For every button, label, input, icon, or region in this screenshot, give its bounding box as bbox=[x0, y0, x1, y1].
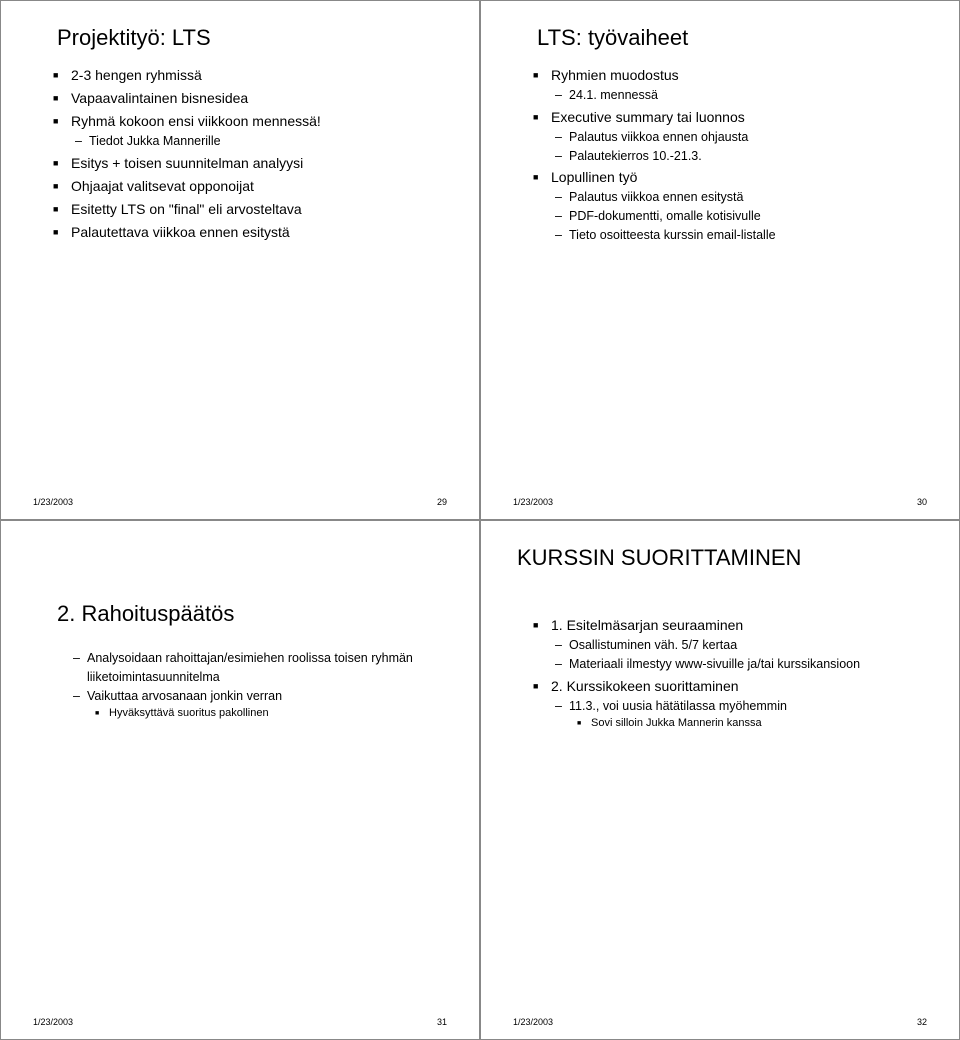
bullet-text: Analysoidaan rahoittajan/esimiehen rooli… bbox=[87, 651, 413, 684]
footer-number: 29 bbox=[437, 497, 447, 507]
sub-bullet: Palautus viikkoa ennen esitystä bbox=[555, 188, 931, 207]
bullet: Executive summary tai luonnos Palautus v… bbox=[533, 107, 931, 166]
bullet: Ohjaajat valitsevat opponoijat bbox=[53, 176, 451, 197]
bullet-text: Osallistuminen väh. 5/7 kertaa bbox=[569, 638, 737, 652]
bullet-text: Esitys + toisen suunnitelman analyysi bbox=[71, 155, 303, 171]
bullet-text: Palautettava viikkoa ennen esitystä bbox=[71, 224, 290, 240]
sub-bullet: 11.3., voi uusia hätätilassa myöhemmin S… bbox=[555, 697, 931, 733]
slide-29: Projektityö: LTS 2-3 hengen ryhmissä Vap… bbox=[0, 0, 480, 520]
slide-footer: 1/23/2003 29 bbox=[29, 497, 451, 509]
footer-number: 32 bbox=[917, 1017, 927, 1027]
bullet: 1. Esitelmäsarjan seuraaminen Osallistum… bbox=[533, 615, 931, 674]
sub-bullet: Tieto osoitteesta kurssin email-listalle bbox=[555, 226, 931, 245]
bullet-text: 1. Esitelmäsarjan seuraaminen bbox=[551, 617, 743, 633]
sub-bullet: Palautus viikkoa ennen ohjausta bbox=[555, 128, 931, 147]
bullet-text: Hyväksyttävä suoritus pakollinen bbox=[109, 707, 269, 719]
bullet-text: Ryhmien muodostus bbox=[551, 67, 679, 83]
slide-30: LTS: työvaiheet Ryhmien muodostus 24.1. … bbox=[480, 0, 960, 520]
sub-bullet: Osallistuminen väh. 5/7 kertaa bbox=[555, 636, 931, 655]
bullet-text: Tiedot Jukka Mannerille bbox=[89, 134, 221, 148]
slide-title: KURSSIN SUORITTAMINEN bbox=[509, 545, 931, 571]
bullet-text: 11.3., voi uusia hätätilassa myöhemmin bbox=[569, 699, 787, 713]
bullet-text: Executive summary tai luonnos bbox=[551, 109, 745, 125]
bullet-text: Esitetty LTS on "final" eli arvosteltava bbox=[71, 201, 302, 217]
slide-content: 1. Esitelmäsarjan seuraaminen Osallistum… bbox=[509, 585, 931, 1017]
slide-grid: Projektityö: LTS 2-3 hengen ryhmissä Vap… bbox=[0, 0, 960, 1040]
bullet-text: Tieto osoitteesta kurssin email-listalle bbox=[569, 228, 776, 242]
sub-bullet: Tiedot Jukka Mannerille bbox=[75, 132, 451, 151]
bullet: Lopullinen työ Palautus viikkoa ennen es… bbox=[533, 167, 931, 244]
footer-number: 30 bbox=[917, 497, 927, 507]
bullet-text: Palautus viikkoa ennen esitystä bbox=[569, 190, 743, 204]
footer-date: 1/23/2003 bbox=[33, 1017, 73, 1027]
bullet-text: Vapaavalintainen bisnesidea bbox=[71, 90, 248, 106]
bullet-text: Sovi silloin Jukka Mannerin kanssa bbox=[591, 717, 762, 729]
bullet: Palautettava viikkoa ennen esitystä bbox=[53, 222, 451, 243]
footer-date: 1/23/2003 bbox=[33, 497, 73, 507]
slide-content: 2. Rahoituspäätös Analysoidaan rahoittaj… bbox=[29, 545, 451, 1017]
slide-title: LTS: työvaiheet bbox=[509, 25, 931, 51]
sub-bullet: Palautekierros 10.-21.3. bbox=[555, 147, 931, 166]
slide-title: 2. Rahoituspäätös bbox=[57, 601, 451, 627]
sub-bullet: Analysoidaan rahoittajan/esimiehen rooli… bbox=[73, 649, 451, 687]
bullet-text: Lopullinen työ bbox=[551, 169, 637, 185]
sub-bullet: Materiaali ilmestyy www-sivuille ja/tai … bbox=[555, 655, 931, 674]
bullet-text: Vaikuttaa arvosanaan jonkin verran bbox=[87, 689, 282, 703]
sub-sub-bullet: Hyväksyttävä suoritus pakollinen bbox=[95, 705, 451, 723]
footer-date: 1/23/2003 bbox=[513, 497, 553, 507]
slide-content: 2-3 hengen ryhmissä Vapaavalintainen bis… bbox=[29, 65, 451, 497]
bullet: Ryhmien muodostus 24.1. mennessä bbox=[533, 65, 931, 105]
sub-bullet: Vaikuttaa arvosanaan jonkin verran Hyväk… bbox=[73, 687, 451, 723]
bullet: Vapaavalintainen bisnesidea bbox=[53, 88, 451, 109]
bullet-text: 2. Kurssikokeen suorittaminen bbox=[551, 678, 739, 694]
slide-content: Ryhmien muodostus 24.1. mennessä Executi… bbox=[509, 65, 931, 497]
sub-bullet: PDF-dokumentti, omalle kotisivulle bbox=[555, 207, 931, 226]
bullet-text: Ryhmä kokoon ensi viikkoon mennessä! bbox=[71, 113, 321, 129]
slide-31: 2. Rahoituspäätös Analysoidaan rahoittaj… bbox=[0, 520, 480, 1040]
slide-footer: 1/23/2003 32 bbox=[509, 1017, 931, 1029]
footer-date: 1/23/2003 bbox=[513, 1017, 553, 1027]
bullet: Esitys + toisen suunnitelman analyysi bbox=[53, 153, 451, 174]
bullet: 2-3 hengen ryhmissä bbox=[53, 65, 451, 86]
bullet-text: Palautus viikkoa ennen ohjausta bbox=[569, 130, 748, 144]
bullet-text: Palautekierros 10.-21.3. bbox=[569, 149, 702, 163]
footer-number: 31 bbox=[437, 1017, 447, 1027]
bullet: Esitetty LTS on "final" eli arvosteltava bbox=[53, 199, 451, 220]
bullet-text: 24.1. mennessä bbox=[569, 88, 658, 102]
sub-sub-bullet: Sovi silloin Jukka Mannerin kanssa bbox=[577, 715, 931, 733]
slide-title: Projektityö: LTS bbox=[29, 25, 451, 51]
bullet: Ryhmä kokoon ensi viikkoon mennessä! Tie… bbox=[53, 111, 451, 151]
bullet-text: Materiaali ilmestyy www-sivuille ja/tai … bbox=[569, 657, 860, 671]
bullet-text: Ohjaajat valitsevat opponoijat bbox=[71, 178, 254, 194]
sub-bullet: 24.1. mennessä bbox=[555, 86, 931, 105]
bullet-text: PDF-dokumentti, omalle kotisivulle bbox=[569, 209, 761, 223]
slide-footer: 1/23/2003 31 bbox=[29, 1017, 451, 1029]
slide-footer: 1/23/2003 30 bbox=[509, 497, 931, 509]
slide-32: KURSSIN SUORITTAMINEN 1. Esitelmäsarjan … bbox=[480, 520, 960, 1040]
bullet-text: 2-3 hengen ryhmissä bbox=[71, 67, 202, 83]
bullet: 2. Kurssikokeen suorittaminen 11.3., voi… bbox=[533, 676, 931, 733]
